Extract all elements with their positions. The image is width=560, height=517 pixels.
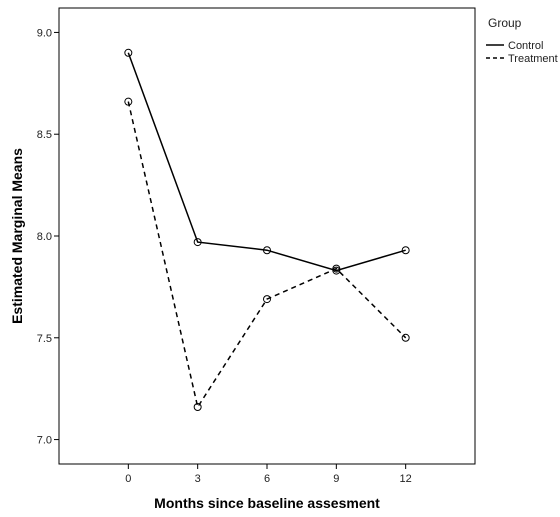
data-point-treatment [332, 264, 341, 273]
y-tick-label: 8.5 [37, 129, 52, 141]
series-line-control [127, 52, 406, 272]
y-tick-label: 8.0 [37, 231, 52, 243]
legend-treatment-label: Treatment [508, 53, 558, 65]
x-tick-label: 12 [400, 473, 412, 485]
y-axis-title: Estimated Marginal Means [9, 148, 25, 324]
data-point-treatment [193, 403, 202, 411]
x-tick-label: 9 [333, 473, 339, 485]
data-point-treatment [124, 97, 133, 106]
legend-control-label: Control [508, 40, 543, 52]
data-point-control [401, 246, 410, 255]
series-line-treatment [127, 101, 407, 409]
plot-frame [58, 7, 476, 465]
y-tick-label: 9.0 [37, 27, 52, 39]
x-tick-label: 3 [195, 473, 201, 485]
legend-title: Group [488, 16, 522, 30]
x-tick-label: 0 [125, 473, 131, 485]
x-tick-label: 6 [264, 473, 270, 485]
data-point-control [193, 238, 202, 247]
x-axis-ticks: 0 3 6 9 12 [125, 464, 412, 485]
y-tick-label: 7.5 [37, 333, 52, 345]
data-point-treatment [263, 295, 271, 304]
y-axis-ticks: 7.0 7.5 8.0 8.5 9.0 [37, 27, 59, 447]
data-point-treatment [401, 333, 410, 342]
legend: Group Control Treatment [486, 16, 558, 65]
data-point-control [124, 48, 133, 57]
data-point-control [263, 246, 271, 255]
y-tick-label: 7.0 [37, 435, 52, 447]
x-axis-title: Months since baseline assesment [154, 495, 380, 511]
series-layer [124, 48, 410, 411]
